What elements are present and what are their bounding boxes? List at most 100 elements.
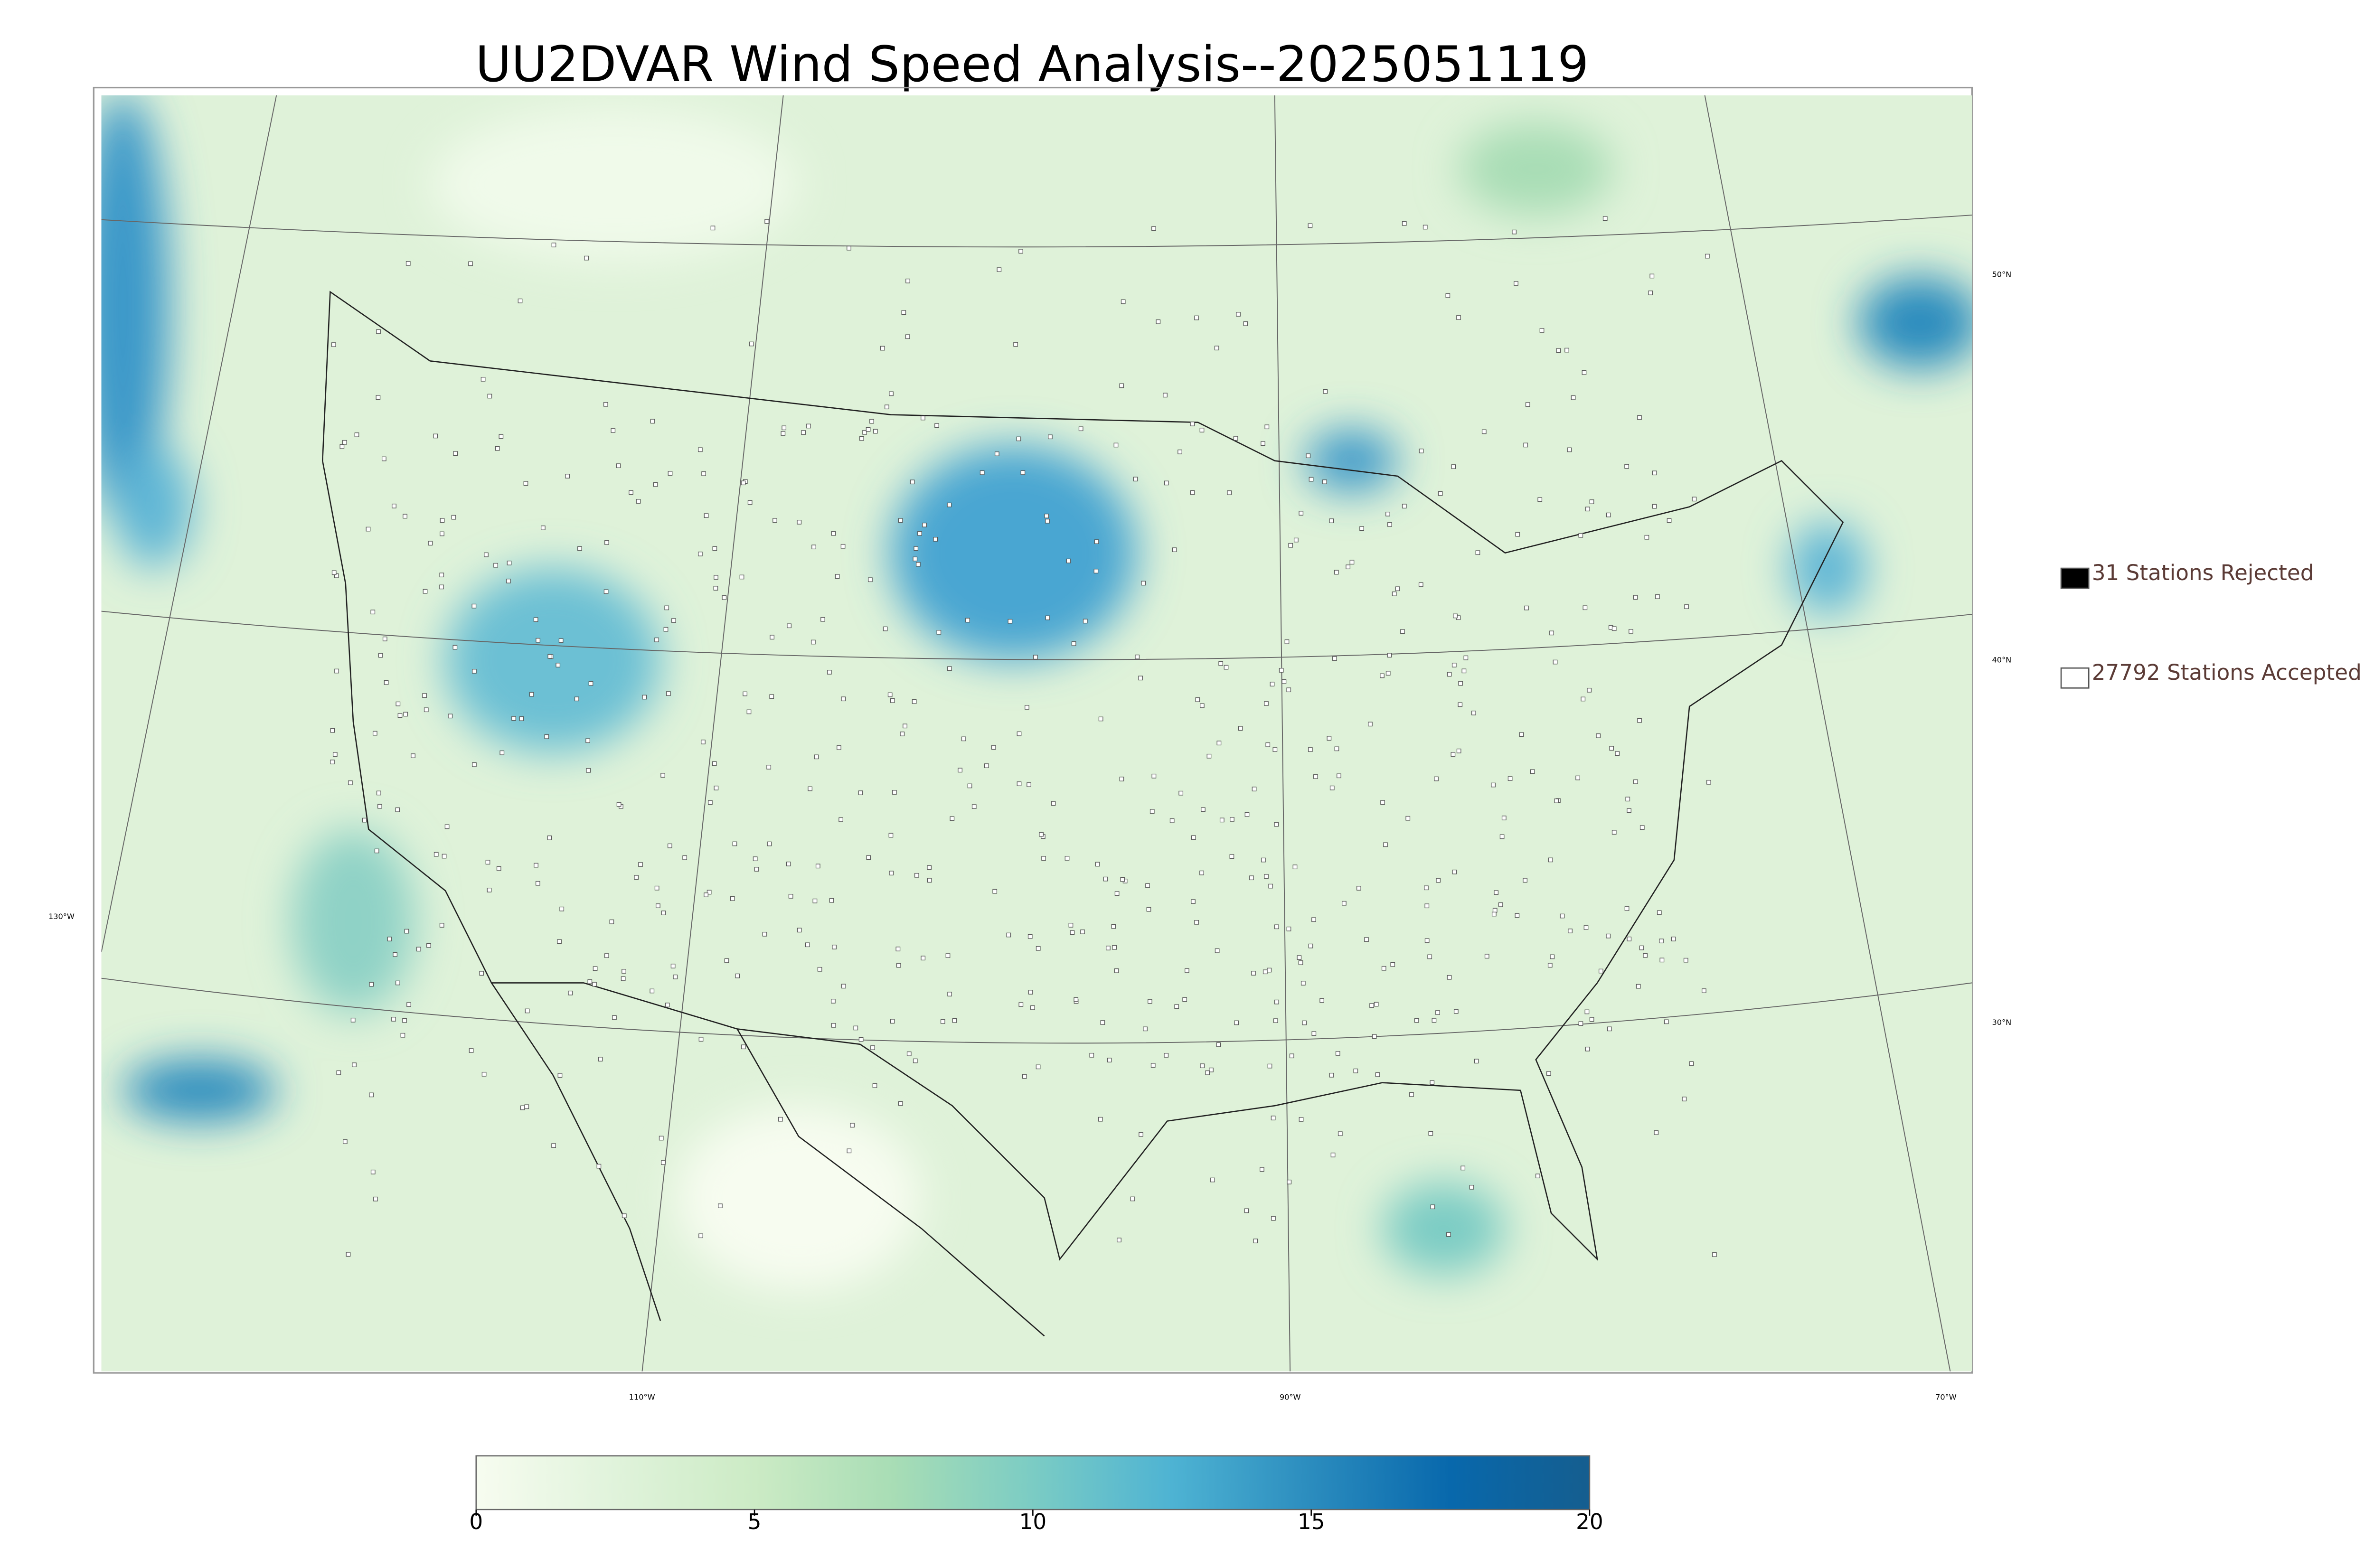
station-marker: [1583, 925, 1589, 930]
station-marker: [404, 929, 409, 934]
station-markers: [330, 216, 1717, 1257]
station-marker: [1346, 564, 1350, 570]
station-marker: [1596, 733, 1601, 738]
station-marker: [369, 1092, 374, 1098]
station-marker: [831, 531, 836, 536]
station-marker: [1323, 389, 1328, 394]
station-marker: [1299, 511, 1304, 516]
station-marker: [913, 556, 918, 562]
station-marker: [1106, 946, 1111, 950]
station-marker: [592, 982, 597, 987]
station-marker: [577, 546, 582, 551]
station-marker: [1649, 273, 1655, 279]
station-marker: [868, 577, 873, 582]
station-marker: [603, 402, 608, 407]
station-marker: [499, 750, 505, 755]
station-marker: [1006, 932, 1011, 938]
station-marker: [1025, 705, 1029, 710]
station-marker: [815, 864, 820, 869]
station-marker: [411, 753, 415, 758]
station-marker: [1169, 818, 1175, 823]
station-marker: [422, 693, 427, 698]
station-marker: [396, 701, 401, 706]
station-marker: [391, 1017, 396, 1022]
station-marker: [1119, 777, 1124, 781]
station-marker: [880, 346, 885, 351]
station-marker: [958, 768, 962, 773]
station-marker: [381, 456, 386, 461]
station-marker: [764, 219, 769, 224]
station-marker: [1070, 930, 1075, 935]
station-marker: [661, 1160, 666, 1165]
station-marker: [841, 984, 846, 989]
station-marker: [485, 860, 490, 865]
station-marker: [352, 1062, 357, 1067]
station-marker: [1659, 939, 1664, 944]
station-marker: [1117, 1238, 1121, 1242]
station-marker: [452, 645, 458, 650]
station-marker: [1424, 938, 1430, 943]
station-marker: [331, 342, 336, 347]
station-marker: [440, 518, 445, 523]
station-marker: [534, 863, 538, 868]
station-marker: [1178, 450, 1182, 454]
station-marker: [1018, 249, 1023, 254]
station-marker: [1215, 948, 1220, 953]
station-marker: [556, 663, 561, 667]
station-marker: [1020, 470, 1026, 475]
station-marker: [997, 267, 1002, 272]
station-marker: [1652, 470, 1657, 476]
station-marker: [667, 843, 672, 848]
station-marker: [616, 463, 621, 468]
station-marker: [392, 504, 396, 508]
station-marker: [622, 1213, 627, 1218]
station-marker: [1547, 963, 1553, 968]
station-marker: [1664, 1019, 1669, 1024]
station-marker: [808, 786, 813, 791]
station-marker: [551, 243, 556, 247]
station-marker: [1712, 1252, 1717, 1257]
station-marker: [1568, 929, 1573, 933]
station-marker: [1308, 747, 1313, 752]
station-marker: [1271, 1216, 1276, 1221]
station-marker: [1409, 1092, 1414, 1097]
station-marker: [1684, 604, 1689, 609]
station-marker: [1359, 526, 1364, 531]
station-marker: [336, 1070, 341, 1075]
station-marker: [1191, 899, 1196, 904]
station-marker: [1481, 429, 1487, 434]
station-marker: [558, 638, 564, 643]
station-marker: [1148, 999, 1152, 1004]
station-marker: [1654, 1130, 1659, 1135]
station-marker: [1330, 1153, 1336, 1157]
station-marker: [1447, 672, 1452, 677]
station-marker: [922, 522, 927, 527]
station-marker: [1261, 441, 1265, 446]
station-marker: [376, 329, 381, 334]
station-marker: [778, 1117, 783, 1122]
station-marker: [1329, 518, 1334, 523]
station-marker: [980, 470, 985, 475]
station-marker: [1027, 782, 1031, 787]
station-marker: [814, 754, 819, 760]
station-marker: [650, 988, 655, 994]
station-marker: [1089, 1052, 1094, 1058]
station-marker: [921, 956, 926, 961]
station-marker: [1390, 962, 1395, 967]
station-marker: [1537, 497, 1543, 502]
station-marker: [540, 526, 546, 530]
station-marker: [1322, 479, 1327, 484]
station-marker: [1206, 753, 1212, 759]
station-marker: [1453, 1009, 1459, 1014]
station-marker: [1044, 514, 1049, 518]
station-marker: [831, 999, 836, 1004]
station-marker: [1447, 975, 1452, 980]
station-marker: [1615, 751, 1620, 756]
station-marker: [1244, 812, 1250, 817]
station-marker: [847, 1148, 852, 1154]
station-marker: [801, 430, 806, 435]
station-marker: [1637, 718, 1642, 723]
station-marker: [1530, 769, 1535, 774]
station-marker: [1214, 346, 1219, 350]
wind-regions: [101, 95, 1972, 1290]
